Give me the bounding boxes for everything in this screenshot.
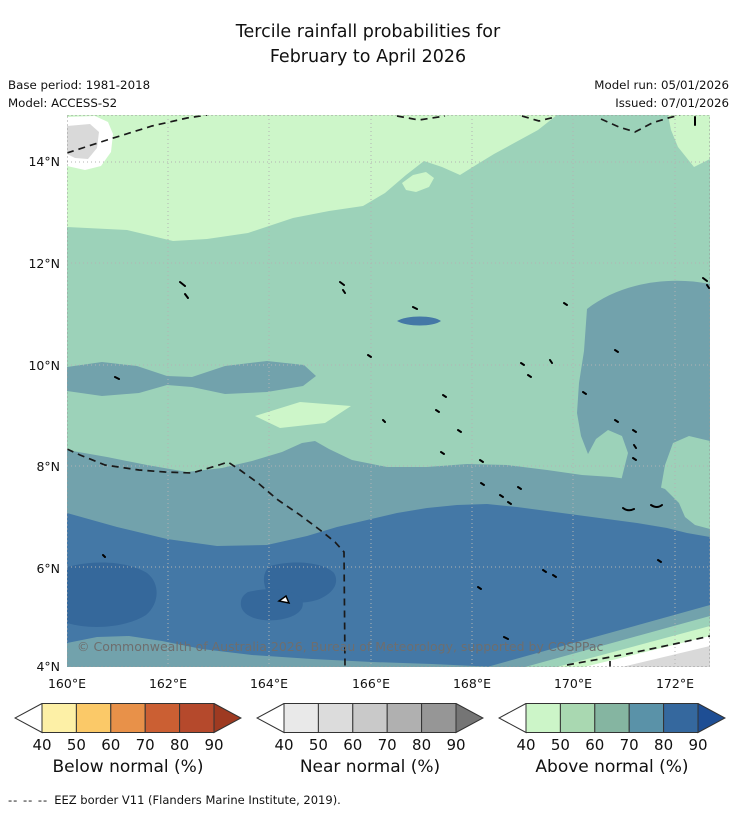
island-marks bbox=[102, 116, 710, 640]
colorbar-above-normal-ticks: 40 50 60 70 80 90 bbox=[498, 736, 726, 754]
base-period-text: Base period: 1981-2018 bbox=[8, 78, 151, 92]
colorbar-tick-label: 60 bbox=[585, 736, 605, 754]
y-axis-tick-label: 4°N bbox=[36, 659, 60, 674]
colorbar-tick-label: 90 bbox=[204, 736, 224, 754]
eez-border-lines bbox=[67, 115, 710, 667]
plot-border bbox=[67, 115, 710, 667]
colorbar-near-normal-bar bbox=[255, 702, 485, 734]
y-axis-tick-label: 6°N bbox=[36, 561, 60, 576]
colorbar-tick-label: 40 bbox=[32, 736, 52, 754]
colorbar-tick-label: 40 bbox=[516, 736, 536, 754]
eez-note-text: EEZ border V11 (Flanders Marine Institut… bbox=[54, 793, 341, 807]
map-plot-area: © Commonwealth of Australia 2026, Bureau… bbox=[67, 115, 710, 667]
colorbar-near-normal: 40 50 60 70 80 90 Near normal (%) bbox=[255, 702, 485, 783]
issued-text: Issued: 07/01/2026 bbox=[615, 96, 729, 110]
gridlines bbox=[67, 115, 710, 667]
y-axis-tick-label: 10°N bbox=[28, 358, 60, 373]
colorbar-below-normal-bar bbox=[13, 702, 243, 734]
copyright-attribution: © Commonwealth of Australia 2026, Bureau… bbox=[77, 639, 604, 654]
y-axis-tick-label: 8°N bbox=[36, 459, 60, 474]
colorbar-tick-label: 60 bbox=[101, 736, 121, 754]
colorbar-below-normal: 40 50 60 70 80 90 Below normal (%) bbox=[13, 702, 243, 783]
x-axis-tick-label: 168°E bbox=[452, 676, 491, 691]
eez-legend-note: -- -- -- EEZ border V11 (Flanders Marine … bbox=[8, 793, 341, 807]
y-axis-tick-label: 14°N bbox=[28, 154, 60, 169]
eez-dash-sample: -- -- -- bbox=[8, 793, 49, 807]
colorbar-tick-label: 80 bbox=[654, 736, 674, 754]
colorbar-below-normal-label: Below normal (%) bbox=[52, 757, 204, 777]
colorbar-tick-label: 50 bbox=[308, 736, 328, 754]
colorbar-above-normal: 40 50 60 70 80 90 Above normal (%) bbox=[497, 702, 727, 783]
colorbar-tick-label: 40 bbox=[274, 736, 294, 754]
page-title: Tercile rainfall probabilities for Febru… bbox=[0, 20, 736, 71]
meta-right: Model run: 05/01/2026 Issued: 07/01/2026 bbox=[594, 76, 729, 112]
meta-left: Base period: 1981-2018 Model: ACCESS-S2 bbox=[8, 76, 150, 112]
x-axis-tick-label: 170°E bbox=[553, 676, 592, 691]
x-axis-tick-label: 164°E bbox=[249, 676, 288, 691]
colorbar-tick-label: 80 bbox=[170, 736, 190, 754]
colorbar-below-normal-ticks: 40 50 60 70 80 90 bbox=[14, 736, 242, 754]
x-axis-tick-label: 160°E bbox=[47, 676, 86, 691]
colorbar-tick-label: 50 bbox=[66, 736, 86, 754]
colorbar-above-normal-label: Above normal (%) bbox=[535, 757, 689, 777]
model-run-text: Model run: 05/01/2026 bbox=[594, 78, 729, 92]
colorbar-tick-label: 50 bbox=[550, 736, 570, 754]
above-normal-regions bbox=[67, 115, 710, 667]
title-line-1: Tercile rainfall probabilities for bbox=[235, 22, 501, 42]
colorbar-tick-label: 60 bbox=[343, 736, 363, 754]
title-line-2: February to April 2026 bbox=[269, 47, 467, 68]
colorbar-tick-label: 70 bbox=[135, 736, 155, 754]
colorbar-near-normal-ticks: 40 50 60 70 80 90 bbox=[256, 736, 484, 754]
colorbar-near-normal-label: Near normal (%) bbox=[299, 757, 441, 777]
colorbar-tick-label: 80 bbox=[412, 736, 432, 754]
colorbar-tick-label: 90 bbox=[446, 736, 466, 754]
colorbar-tick-label: 70 bbox=[377, 736, 397, 754]
rainfall-probability-map bbox=[67, 115, 710, 667]
x-axis-tick-label: 166°E bbox=[351, 676, 390, 691]
near-normal-regions bbox=[67, 116, 113, 170]
x-axis-tick-label: 172°E bbox=[655, 676, 694, 691]
y-axis-tick-label: 12°N bbox=[28, 256, 60, 271]
model-text: Model: ACCESS-S2 bbox=[8, 96, 118, 110]
colorbar-above-normal-bar bbox=[497, 702, 727, 734]
colorbar-tick-label: 70 bbox=[619, 736, 639, 754]
colorbar-tick-label: 90 bbox=[688, 736, 708, 754]
x-axis-tick-label: 162°E bbox=[148, 676, 187, 691]
